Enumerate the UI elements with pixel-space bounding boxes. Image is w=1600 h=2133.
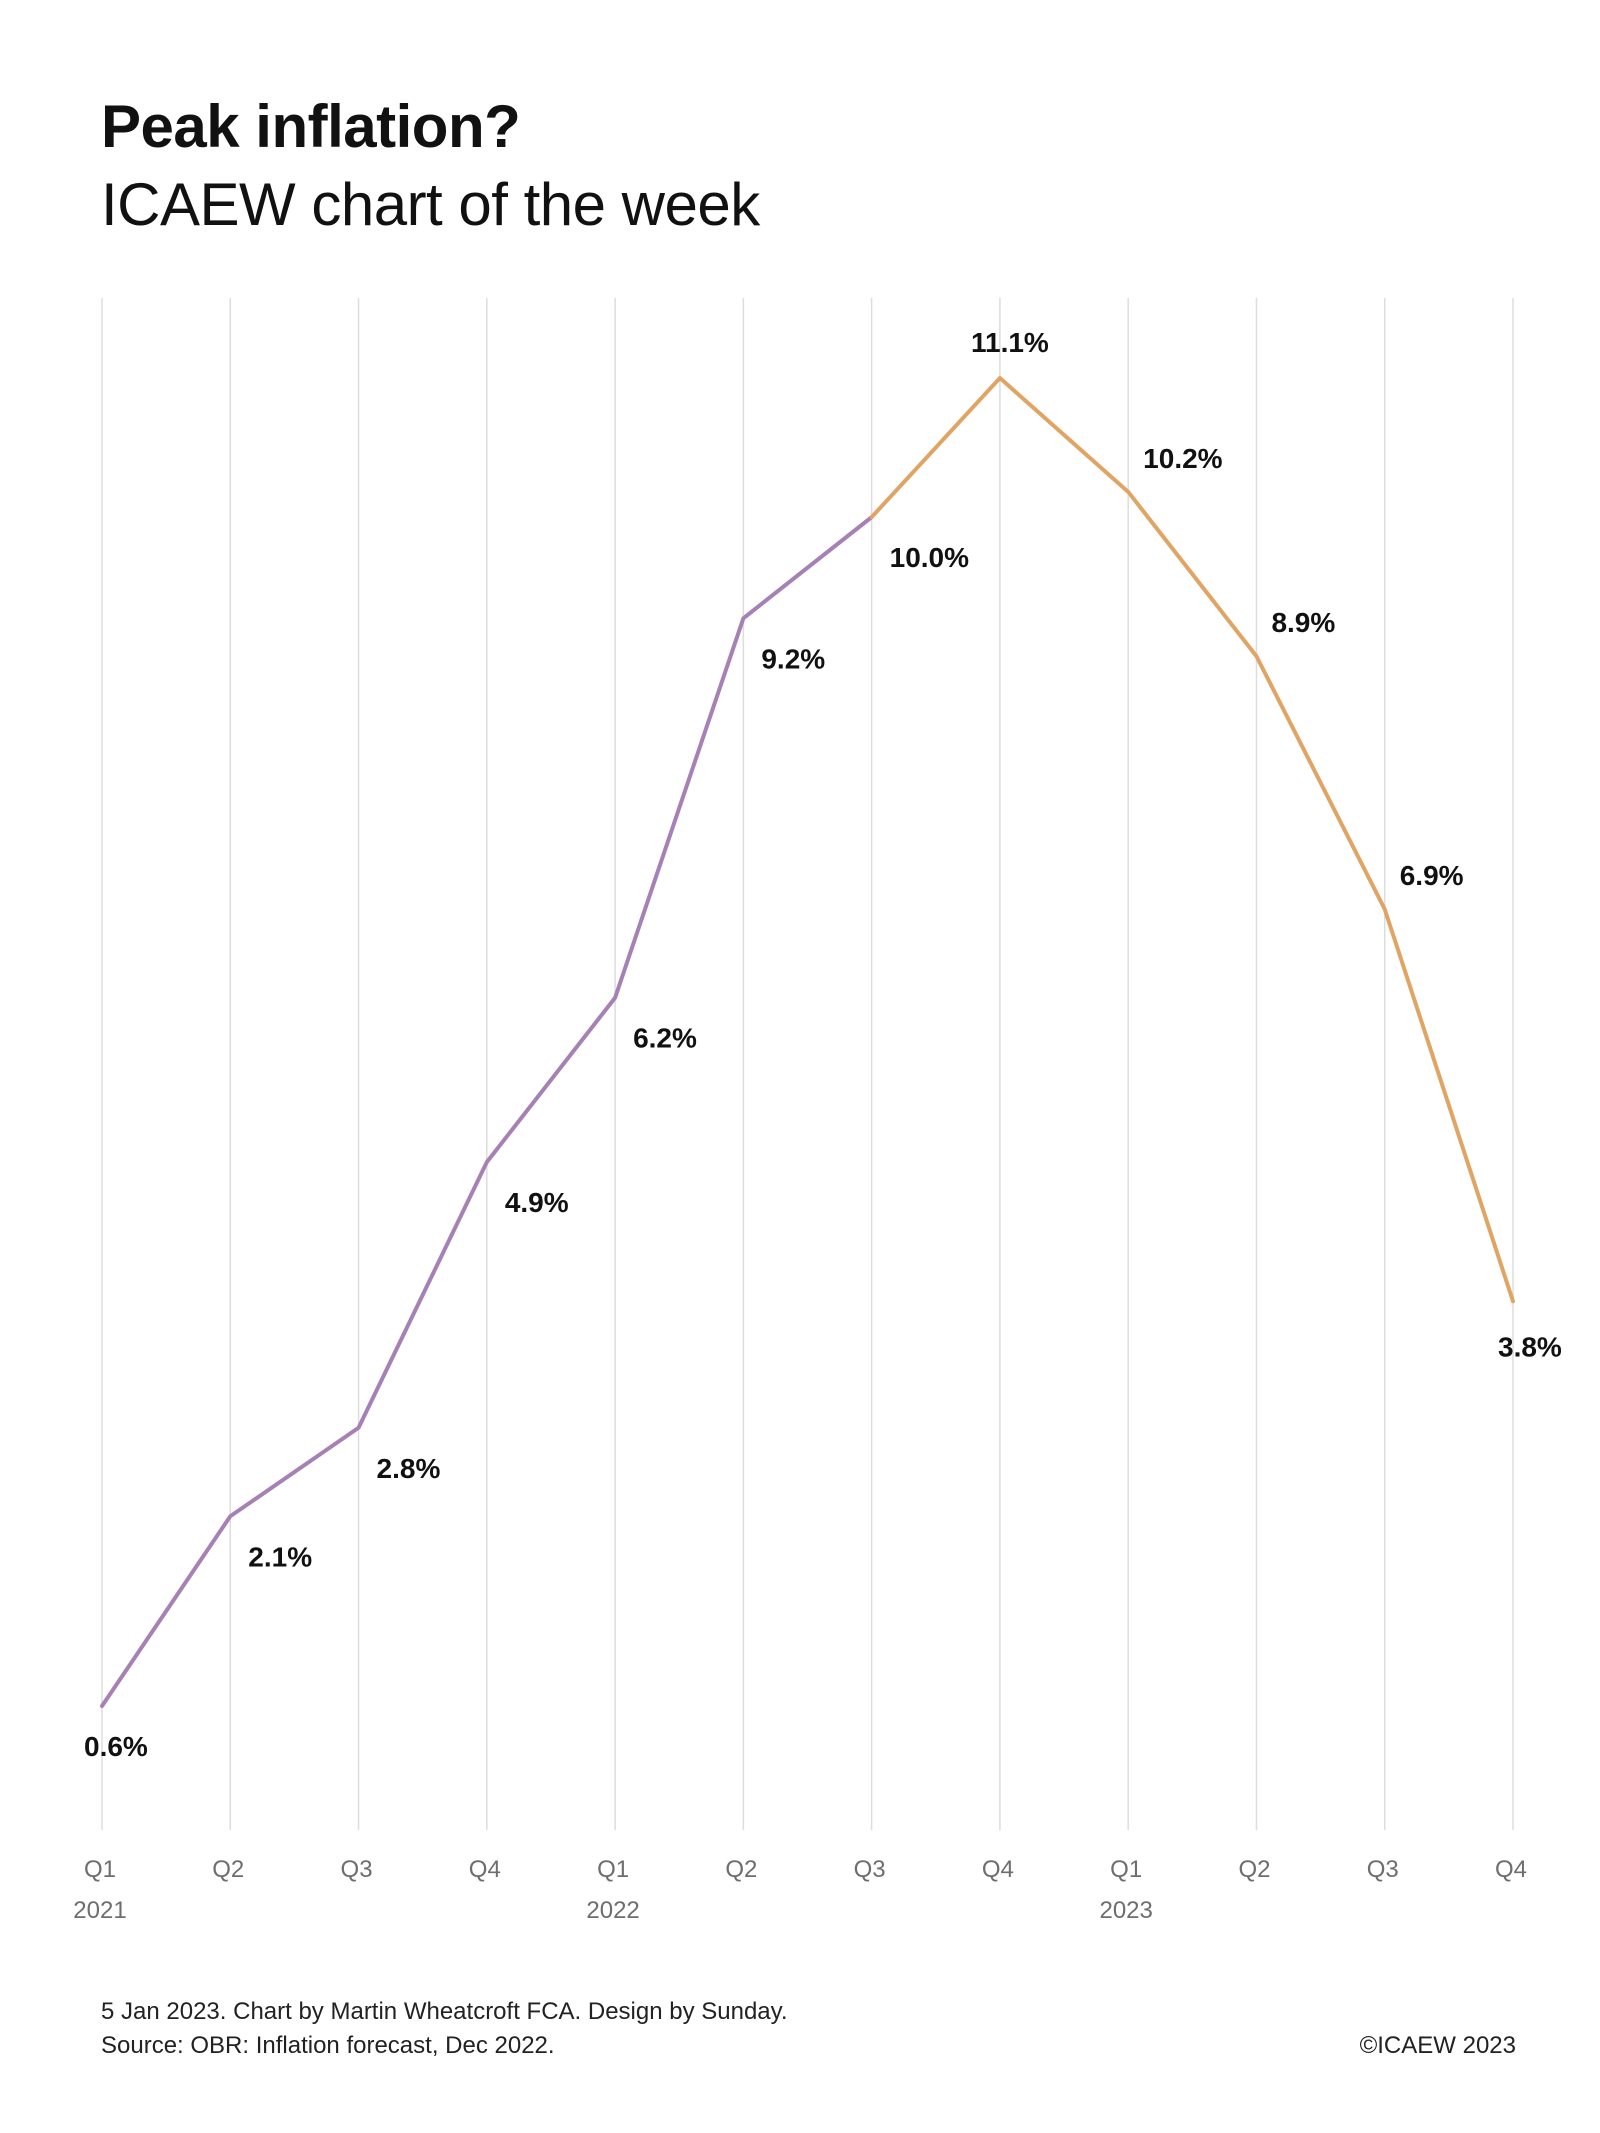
series-line-forecast [869,376,1515,1304]
data-label: 0.6% [84,1731,148,1762]
year-label: 2023 [1099,1897,1152,1924]
chart-title: Peak inflation? [101,93,521,160]
series-line-actual [100,515,874,1708]
grid-lines [101,298,1514,1830]
x-tick-label: Q1 [84,1856,116,1883]
x-tick-label: Q2 [212,1856,244,1883]
data-label: 11.1% [971,327,1049,358]
footer-credit: 5 Jan 2023. Chart by Martin Wheatcroft F… [101,1998,788,2025]
year-labels: 2021 2022 2023 [73,1897,1153,1924]
x-tick-label: Q4 [1495,1856,1527,1883]
data-label: 9.2% [761,643,825,674]
x-tick-label: Q2 [1238,1856,1270,1883]
x-tick-label: Q2 [725,1856,757,1883]
x-tick-label: Q1 [597,1856,629,1883]
x-tick-label: Q4 [982,1856,1014,1883]
footer-source: Source: OBR: Inflation forecast, Dec 202… [101,2032,555,2059]
x-tick-label: Q3 [1367,1856,1399,1883]
data-label: 10.2% [1143,443,1222,474]
x-tick-label: Q4 [469,1856,501,1883]
data-labels: 0.6% 2.1% 2.8% 4.9% 6.2% 9.2% 10.0% 11.1% 10.2% 8… [84,327,1562,1762]
data-label: 2.1% [248,1541,312,1572]
x-tick-label: Q3 [341,1856,373,1883]
data-label: 6.2% [633,1023,697,1054]
x-tick-labels: Q1 Q2 Q3 Q4 Q1 Q2 Q3 Q4 Q1 Q2 Q3 Q4 [84,1856,1527,1883]
series-lines [100,376,1515,1708]
footer-copyright: ©ICAEW 2023 [1359,2032,1516,2059]
year-label: 2022 [586,1897,639,1924]
year-label: 2021 [73,1897,126,1924]
data-label: 4.9% [505,1187,569,1218]
data-label: 8.9% [1271,607,1335,638]
chart-subtitle: ICAEW chart of the week [101,171,760,238]
data-label: 2.8% [377,1453,441,1484]
data-label: 3.8% [1498,1331,1562,1362]
data-label: 10.0% [890,542,969,573]
x-tick-label: Q3 [854,1856,886,1883]
x-tick-label: Q1 [1110,1856,1142,1883]
data-label: 6.9% [1400,860,1464,891]
